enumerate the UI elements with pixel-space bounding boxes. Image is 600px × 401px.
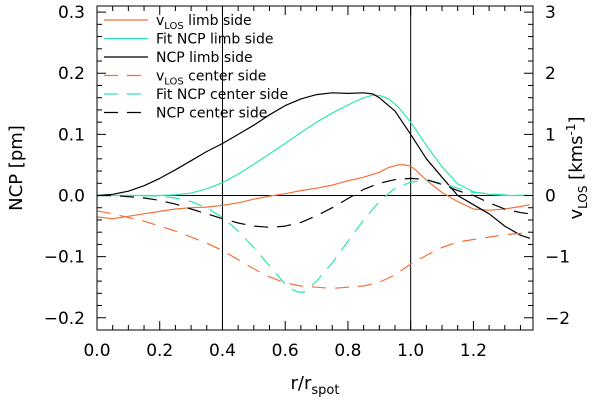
x-axis-title: r/rspot [291, 373, 340, 398]
y-right-tick-label: 2 [545, 64, 556, 84]
y-right-tick-label: 3 [545, 3, 556, 23]
legend-label-fit_ncp_limb: Fit NCP limb side [156, 32, 273, 48]
y-right-unit: [kms [566, 135, 587, 185]
axis-ticks: 0.0 0.2 0.4 0.6 0.8 1.0 1.2 −0.2 −0.1 0.0 0.1 0.2 0.… [44, 3, 570, 361]
x-tick-label: 1.0 [397, 341, 424, 361]
x-tick-label: 0.6 [272, 341, 299, 361]
y-right-sub: LOS [576, 186, 590, 209]
series-ncp_center [97, 177, 530, 228]
series-vlos_limb [96, 164, 531, 220]
x-tick-label: 0.8 [334, 341, 361, 361]
y-left-tick-label: 0.2 [58, 64, 85, 84]
y-left-tick-label: 0.3 [58, 3, 85, 23]
legend-label-vlos_limb: vLOS limb side [156, 13, 252, 32]
y-right-tick-label: −1 [545, 248, 570, 268]
legend-label-vlos_center: vLOS center side [156, 69, 266, 88]
legend-label-fit_ncp_center: Fit NCP center side [156, 87, 288, 103]
x-tick-label: 0.0 [83, 341, 110, 361]
series-ncp_limb [96, 92, 531, 239]
y-axis-right-title: vLOS [kms-1] [564, 116, 590, 219]
y-right-tick-label: −2 [545, 309, 570, 329]
y-axis-left-title: NCP [pm] [6, 125, 27, 211]
y-left-tick-label: −0.1 [44, 248, 85, 268]
y-right-sup: -1 [564, 123, 578, 135]
y-right-close: ] [566, 116, 587, 123]
x-axis-title-sub: spot [311, 383, 339, 398]
y-left-tick-label: −0.2 [44, 309, 85, 329]
y-left-tick-label: 0.1 [58, 125, 85, 145]
y-left-tick-label: 0.0 [58, 187, 85, 207]
y-right-tick-label: 1 [545, 125, 556, 145]
x-tick-label: 0.2 [146, 341, 173, 361]
plot-frame [96, 5, 534, 331]
x-axis-title-main: r/r [291, 373, 312, 394]
y-right-v: v [566, 209, 587, 220]
x-tick-label: 0.4 [209, 341, 236, 361]
data-series [96, 92, 531, 293]
y-right-tick-label: 0 [545, 187, 556, 207]
legend-label-ncp_limb: NCP limb side [156, 50, 253, 66]
series-vlos_center [96, 210, 530, 289]
x-tick-label: 1.2 [460, 341, 487, 361]
legend-label-ncp_center: NCP center side [156, 106, 267, 122]
series-fit_ncp_limb [97, 94, 530, 197]
